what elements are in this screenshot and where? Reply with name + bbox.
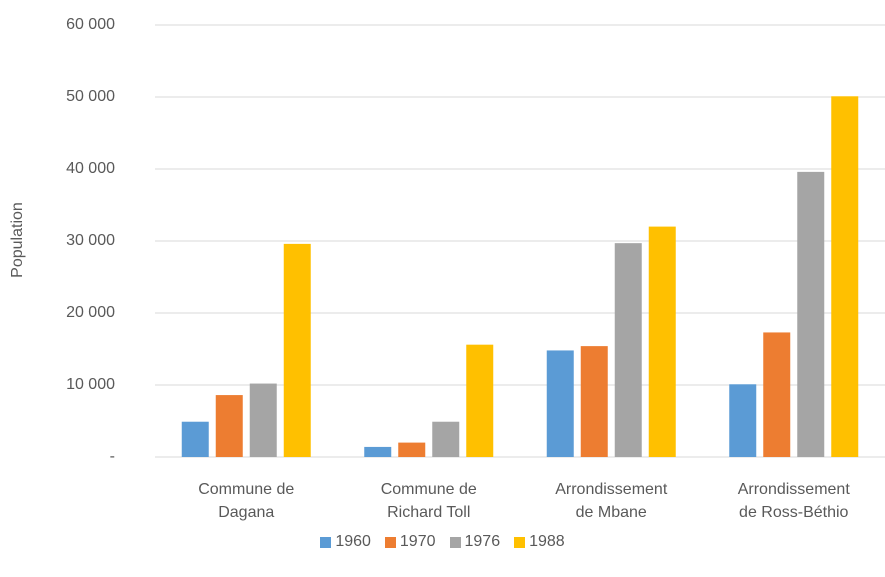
y-tick-label: 50 000 (66, 88, 115, 105)
bar (398, 442, 426, 457)
x-tick-label: Commune de Dagana (198, 481, 295, 521)
bar (831, 96, 859, 457)
legend-label: 1960 (335, 533, 371, 550)
y-tick-label: 60 000 (66, 16, 115, 33)
bar (283, 243, 311, 457)
legend-swatch (514, 536, 526, 548)
bar (580, 346, 608, 457)
bar (729, 384, 757, 457)
y-tick-label: 40 000 (66, 160, 115, 177)
legend-item: 1970 (384, 533, 436, 551)
x-tick-label: Arrondissement de Mbane (555, 481, 668, 521)
legend-swatch (320, 536, 332, 548)
bar (432, 421, 460, 457)
bar (364, 446, 392, 457)
bar (215, 395, 243, 457)
legend-swatch (449, 536, 461, 548)
legend-swatch (384, 536, 396, 548)
legend-item: 1976 (449, 533, 501, 551)
y-tick-label: - (110, 448, 115, 465)
y-tick-label: 10 000 (66, 376, 115, 393)
y-axis-label: Population (9, 202, 26, 278)
bar (546, 350, 574, 457)
x-tick-label: Commune de Richard Toll (380, 481, 477, 521)
bar (466, 344, 494, 457)
y-tick-label: 20 000 (66, 304, 115, 321)
bar (763, 332, 791, 457)
legend-label: 1970 (399, 533, 436, 550)
legend-label: 1988 (529, 533, 565, 550)
bar (648, 226, 676, 457)
y-tick-label: 30 000 (66, 232, 115, 249)
legend-item: 1988 (514, 533, 565, 551)
bar (249, 383, 277, 457)
legend: 1960 1970 1976 1988 (0, 533, 885, 551)
x-tick-label: Arrondissement de Ross-Béthio (737, 481, 850, 521)
legend-item: 1960 (320, 533, 371, 551)
legend-label: 1976 (464, 533, 501, 550)
bar (181, 421, 209, 457)
bar (614, 243, 642, 457)
bar (797, 171, 825, 457)
